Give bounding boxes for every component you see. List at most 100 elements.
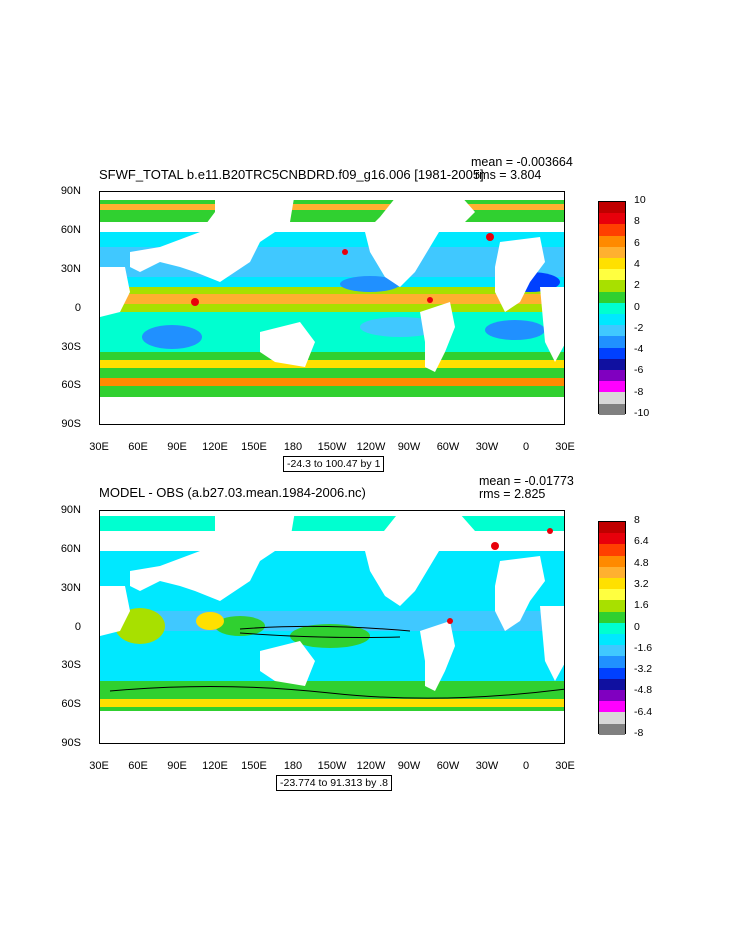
lon-label: 30E bbox=[555, 441, 575, 453]
lat-label: 30S bbox=[61, 659, 81, 671]
colorbar-label: -3.2 bbox=[634, 663, 653, 676]
global-map bbox=[99, 191, 565, 425]
colorbar-swatch bbox=[599, 258, 625, 270]
colorbar-swatch bbox=[599, 667, 625, 679]
lat-label: 90N bbox=[60, 504, 81, 516]
colorbar-swatch bbox=[599, 544, 625, 556]
colorbar-label: 1.6 bbox=[634, 599, 649, 612]
lon-label: 90W bbox=[397, 441, 421, 453]
colorbar-swatch bbox=[599, 314, 625, 326]
lon-label: 90E bbox=[167, 441, 187, 453]
lon-label: 0 bbox=[522, 441, 530, 453]
colorbar-swatch bbox=[599, 723, 625, 735]
colorbar-label: 8 bbox=[634, 215, 640, 228]
colorbar-label: 6 bbox=[634, 236, 640, 249]
lon-label: 60E bbox=[128, 441, 148, 453]
lon-label: 90E bbox=[167, 760, 187, 772]
colorbar-swatch bbox=[599, 578, 625, 590]
colorbar-swatch bbox=[599, 370, 625, 382]
colorbar-label: -10 bbox=[634, 407, 650, 419]
colorbar-swatch bbox=[599, 600, 625, 612]
colorbar-label: 3.2 bbox=[634, 577, 649, 590]
lon-label: 30E bbox=[89, 760, 109, 772]
colorbar-label: 2 bbox=[634, 279, 640, 292]
lat-label: 0 bbox=[74, 302, 81, 314]
lon-label: 90W bbox=[397, 760, 421, 772]
lon-label: 60W bbox=[436, 441, 460, 453]
colorbar-swatch bbox=[599, 291, 625, 303]
colorbar-swatch bbox=[599, 403, 625, 415]
colorbar-label: 0 bbox=[634, 620, 640, 633]
colorbar-swatch bbox=[599, 690, 625, 702]
colorbar-swatch bbox=[599, 280, 625, 292]
lat-label: 60S bbox=[61, 698, 81, 710]
rms-value: rms = 3.804 bbox=[475, 168, 542, 182]
colorbar-swatch bbox=[599, 533, 625, 545]
rms-value: rms = 2.825 bbox=[479, 487, 546, 501]
colorbar-swatch bbox=[599, 325, 625, 337]
lon-label: 30E bbox=[555, 760, 575, 772]
lon-label: 30E bbox=[89, 441, 109, 453]
colorbar-swatch bbox=[599, 246, 625, 259]
colorbar-swatch bbox=[599, 522, 625, 534]
colorbar-swatch bbox=[599, 589, 625, 601]
lat-label: 30S bbox=[61, 341, 81, 353]
colorbar-swatch bbox=[599, 645, 625, 657]
colorbar-label: -6 bbox=[634, 364, 644, 377]
contour-range-box: -24.3 to 100.47 by 1 bbox=[283, 456, 385, 472]
contour-range-box: -23.774 to 91.313 by .8 bbox=[276, 775, 392, 791]
lon-label: 120W bbox=[356, 441, 386, 453]
colorbar-label: 8 bbox=[634, 514, 640, 526]
lon-label: 30W bbox=[475, 760, 499, 772]
colorbar-label: 4.8 bbox=[634, 556, 649, 569]
colorbar-swatch bbox=[599, 656, 625, 668]
colorbar-label: -4.8 bbox=[634, 684, 653, 697]
colorbar-swatch bbox=[599, 224, 625, 236]
colorbar-label: 4 bbox=[634, 257, 640, 270]
colorbar-swatch bbox=[599, 712, 625, 724]
lon-label: 180 bbox=[283, 760, 303, 772]
colorbar-label: -8 bbox=[634, 385, 644, 398]
lon-label: 120E bbox=[202, 760, 228, 772]
lon-label: 120E bbox=[202, 441, 228, 453]
lon-label: 150W bbox=[317, 760, 347, 772]
panel-title: MODEL - OBS (a.b27.03.mean.1984-2006.nc) bbox=[99, 485, 366, 500]
colorbar-swatch bbox=[599, 701, 625, 713]
colorbar-swatch bbox=[599, 634, 625, 646]
global-map bbox=[99, 510, 565, 744]
lon-label: 180 bbox=[283, 441, 303, 453]
colorbar-label: -2 bbox=[634, 321, 644, 334]
colorbar-label: 6.4 bbox=[634, 535, 649, 548]
colorbar-swatch bbox=[599, 622, 625, 635]
lon-label: 150E bbox=[241, 760, 267, 772]
panel-title: SFWF_TOTAL b.e11.B20TRC5CNBDRD.f09_g16.0… bbox=[99, 167, 484, 182]
colorbar-swatch bbox=[599, 347, 625, 359]
colorbar bbox=[598, 521, 626, 735]
lat-label: 60S bbox=[61, 379, 81, 391]
lat-label: 60N bbox=[60, 543, 81, 555]
colorbar-swatch bbox=[599, 566, 625, 579]
lon-label: 150E bbox=[241, 441, 267, 453]
colorbar-swatch bbox=[599, 302, 625, 315]
lon-label: 60W bbox=[436, 760, 460, 772]
colorbar bbox=[598, 201, 626, 415]
colorbar-label: -4 bbox=[634, 343, 644, 356]
lat-label: 0 bbox=[74, 621, 81, 633]
colorbar-label: -8 bbox=[634, 727, 644, 739]
colorbar-swatch bbox=[599, 611, 625, 623]
lat-label: 90S bbox=[61, 418, 81, 430]
lat-label: 60N bbox=[60, 224, 81, 236]
lat-label: 30N bbox=[60, 263, 81, 275]
colorbar-swatch bbox=[599, 358, 625, 371]
colorbar-swatch bbox=[599, 269, 625, 281]
colorbar-swatch bbox=[599, 392, 625, 404]
lon-label: 150W bbox=[317, 441, 347, 453]
lat-label: 30N bbox=[60, 582, 81, 594]
colorbar-swatch bbox=[599, 213, 625, 225]
lat-label: 90S bbox=[61, 737, 81, 749]
lon-label: 0 bbox=[522, 760, 530, 772]
colorbar-label: 0 bbox=[634, 300, 640, 313]
lon-label: 120W bbox=[356, 760, 386, 772]
colorbar-swatch bbox=[599, 678, 625, 691]
colorbar-swatch bbox=[599, 336, 625, 348]
